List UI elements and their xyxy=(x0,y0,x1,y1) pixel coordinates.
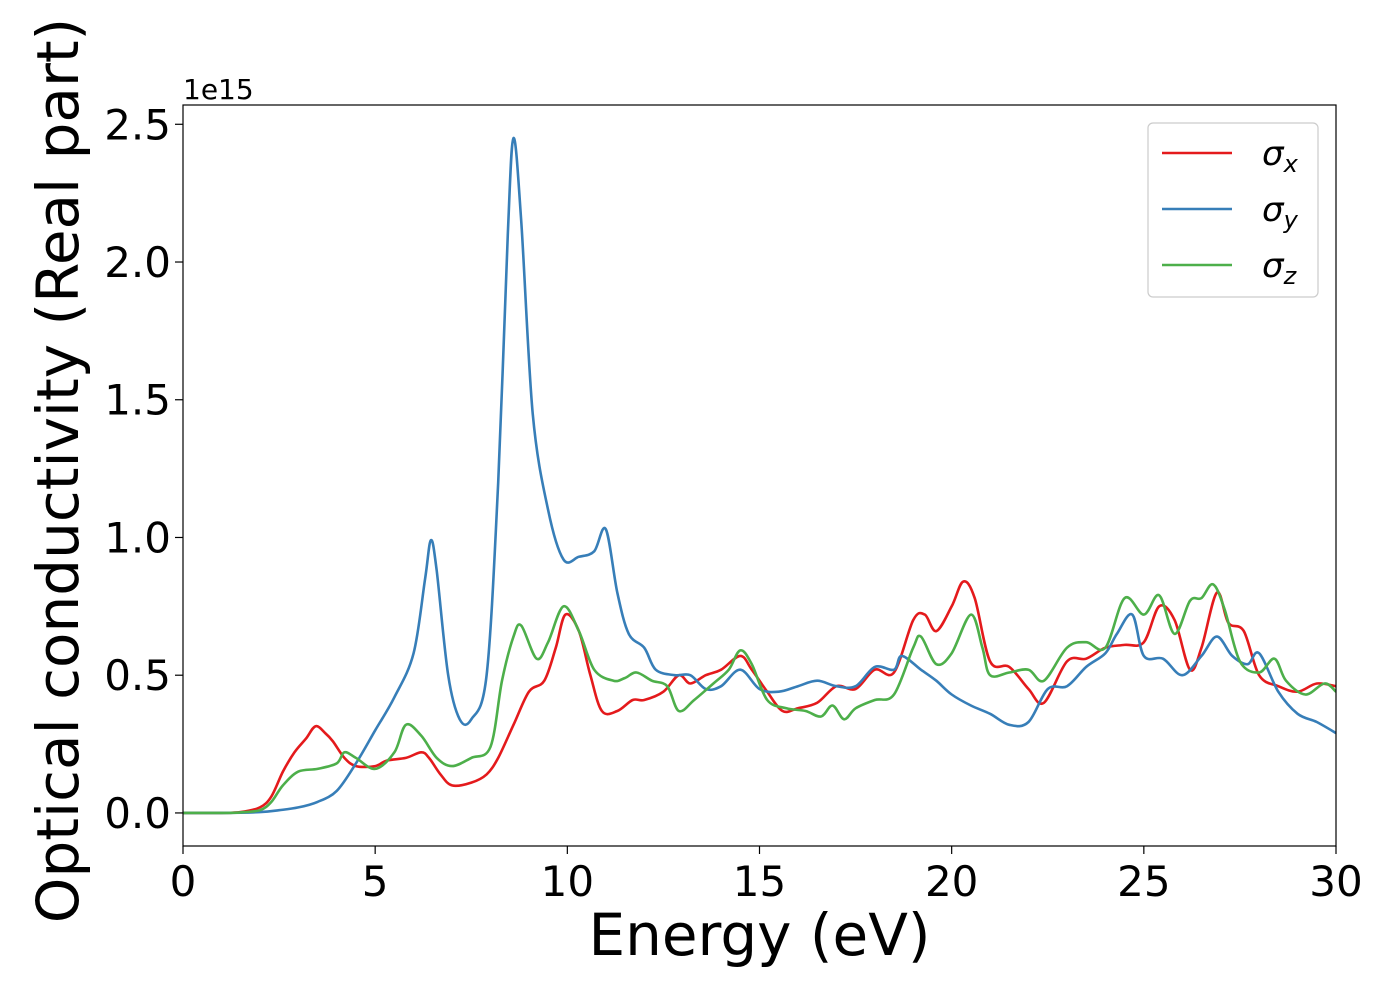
legend-subscript: y xyxy=(1283,206,1299,234)
y-axis: 0.0 0.5 1.0 1.5 2.0 2.5 xyxy=(104,100,183,838)
y-offset-label: 1e15 xyxy=(183,73,254,106)
x-tick-label: 30 xyxy=(1309,857,1362,906)
legend-symbol: σ xyxy=(1262,246,1285,286)
legend-symbol: σ xyxy=(1262,134,1285,174)
legend-label-x: σx xyxy=(1262,134,1299,178)
y-tick-label: 1.0 xyxy=(104,513,171,562)
series-line-x xyxy=(183,580,1336,815)
y-axis-title: Optical conductivity (Real part) xyxy=(24,18,92,923)
legend-label-y: σy xyxy=(1262,190,1299,234)
y-tick-label: 0.0 xyxy=(104,789,171,838)
legend-subscript: z xyxy=(1283,262,1298,290)
x-tick-label: 10 xyxy=(541,857,594,906)
x-tick-label: 25 xyxy=(1117,857,1170,906)
x-tick-label: 20 xyxy=(925,857,978,906)
legend-box xyxy=(1147,122,1319,298)
series-line-z xyxy=(183,582,1336,815)
y-tick-label: 1.5 xyxy=(104,376,171,425)
x-tick-label: 0 xyxy=(170,857,197,906)
x-axis-title: Energy (eV) xyxy=(588,901,930,969)
legend-label-z: σz xyxy=(1262,246,1298,290)
series-layer xyxy=(183,136,1336,815)
y-tick-label: 2.0 xyxy=(104,238,171,287)
x-tick-label: 5 xyxy=(362,857,389,906)
y-tick-label: 0.5 xyxy=(104,651,171,700)
x-tick-label: 15 xyxy=(733,857,786,906)
y-tick-label: 2.5 xyxy=(104,100,171,149)
legend-symbol: σ xyxy=(1262,190,1285,230)
series-line-y xyxy=(183,136,1336,815)
legend-subscript: x xyxy=(1283,150,1299,178)
x-axis: 0 5 10 15 20 25 30 xyxy=(170,846,1363,906)
